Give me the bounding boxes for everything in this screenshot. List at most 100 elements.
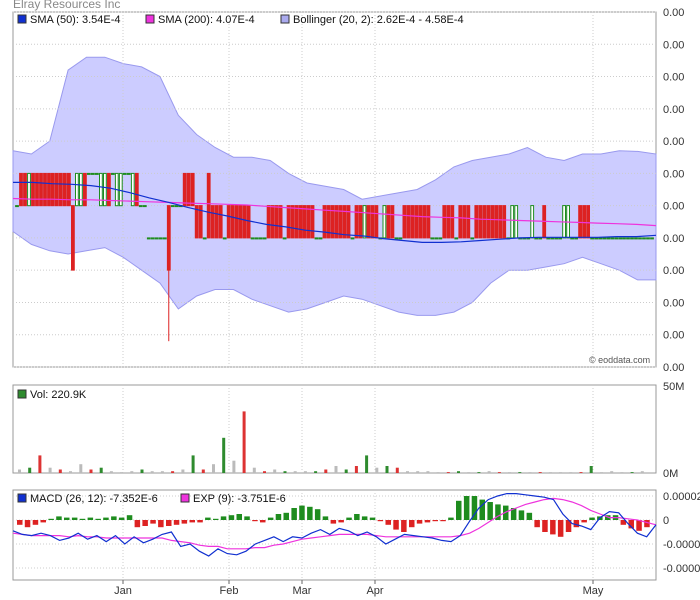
price-candle (174, 205, 179, 208)
price-tick-label: 0.00 (663, 297, 684, 309)
price-candle (430, 237, 435, 240)
price-candle (414, 205, 419, 239)
price-candle (358, 205, 363, 239)
macd-hist-bar (189, 520, 195, 523)
macd-hist-bar (260, 520, 266, 523)
price-candle (103, 172, 107, 207)
volume-bar (150, 471, 154, 473)
macd-hist-bar (510, 508, 517, 520)
price-tick-label: 0.00 (663, 136, 684, 148)
price-candle (290, 205, 295, 239)
price-candle (182, 172, 187, 207)
price-candle (282, 237, 287, 240)
price-panel: 0.00 0.00 0.00 0.00 0.00 0.00 0.00 0.00 0.00 0.00… (12, 7, 684, 374)
price-candle (398, 237, 403, 240)
macd-hist-bar (346, 517, 352, 520)
price-candle (502, 205, 507, 239)
price-candle (134, 172, 139, 207)
price-candle (142, 205, 147, 208)
volume-bar (589, 466, 593, 473)
volume-bar (508, 472, 512, 473)
price-candle (466, 205, 471, 239)
volume-tick-label: 50M (663, 381, 684, 393)
price-candle (95, 172, 99, 175)
price-candle (302, 205, 307, 239)
volume-bar (630, 472, 634, 473)
price-candle (406, 205, 411, 239)
macd-hist-bar (644, 520, 650, 528)
x-tick-label: May (583, 585, 604, 597)
volume-bar (222, 437, 226, 473)
legend-swatch (145, 14, 155, 24)
price-candle (190, 172, 195, 207)
volume-bar (477, 472, 481, 473)
price-candle (75, 172, 79, 207)
bollinger-band (12, 56, 657, 316)
macd-hist-bar (197, 520, 203, 523)
price-candle (226, 205, 231, 239)
price-candle (490, 205, 495, 239)
price-candle (630, 237, 634, 240)
price-candle (310, 205, 315, 239)
macd-hist-bar (487, 502, 493, 520)
macd-tick-label: -0.00002 (663, 539, 700, 551)
price-tick-label: 0.00 (663, 168, 684, 180)
macd-hist-bar (95, 518, 101, 520)
price-tick-label: 0.00 (663, 265, 684, 277)
price-candle (614, 237, 619, 240)
macd-hist-bar (314, 509, 321, 520)
volume-bar (579, 472, 583, 473)
price-candle (530, 205, 535, 239)
price-candle (67, 172, 71, 207)
macd-hist-bar (126, 515, 133, 520)
price-candle (418, 205, 423, 239)
volume-bar (28, 467, 32, 473)
macd-hist-bar (440, 520, 446, 522)
price-candle (554, 237, 559, 240)
price-candle (482, 205, 487, 239)
volume-bar (467, 472, 471, 473)
volume-bar (171, 471, 175, 473)
macd-hist-bar (24, 520, 31, 528)
volume-bar (314, 471, 318, 473)
macd-hist-bar (589, 517, 595, 520)
price-candle (626, 237, 630, 240)
volume-bar (559, 472, 563, 473)
volume-bar (58, 469, 62, 473)
price-candle (382, 205, 387, 239)
price-candle (422, 205, 427, 239)
macd-hist-bar (322, 516, 329, 520)
price-candle (322, 205, 327, 239)
price-candle (346, 205, 351, 239)
macd-hist-bar (244, 516, 250, 520)
macd-hist-bar (354, 514, 360, 520)
price-candle (438, 237, 443, 240)
price-candle (454, 237, 459, 240)
macd-hist-bar (64, 517, 70, 520)
volume-bar (395, 467, 399, 473)
price-candle (366, 205, 371, 239)
price-candle (410, 205, 415, 239)
volume-bar (130, 471, 134, 473)
price-candle (606, 237, 611, 240)
macd-hist-bar (56, 516, 62, 520)
price-candle (286, 205, 291, 239)
volume-bar (324, 469, 328, 473)
volume-bar (232, 460, 236, 473)
price-candle (27, 172, 31, 207)
macd-tick-label: 0.00002 (663, 491, 700, 503)
macd-hist-bar (401, 520, 407, 532)
macd-hist-bar (550, 520, 556, 535)
price-candle (186, 172, 191, 207)
x-tick-label: Feb (220, 585, 239, 597)
price-candle (570, 237, 575, 240)
price-candle (374, 205, 379, 239)
price-candle (83, 172, 87, 207)
price-candle (622, 237, 626, 240)
price-candle (274, 205, 279, 239)
macd-hist-bar (369, 517, 376, 520)
price-candle (250, 237, 255, 240)
price-candle (202, 237, 207, 240)
price-candle (442, 205, 447, 239)
